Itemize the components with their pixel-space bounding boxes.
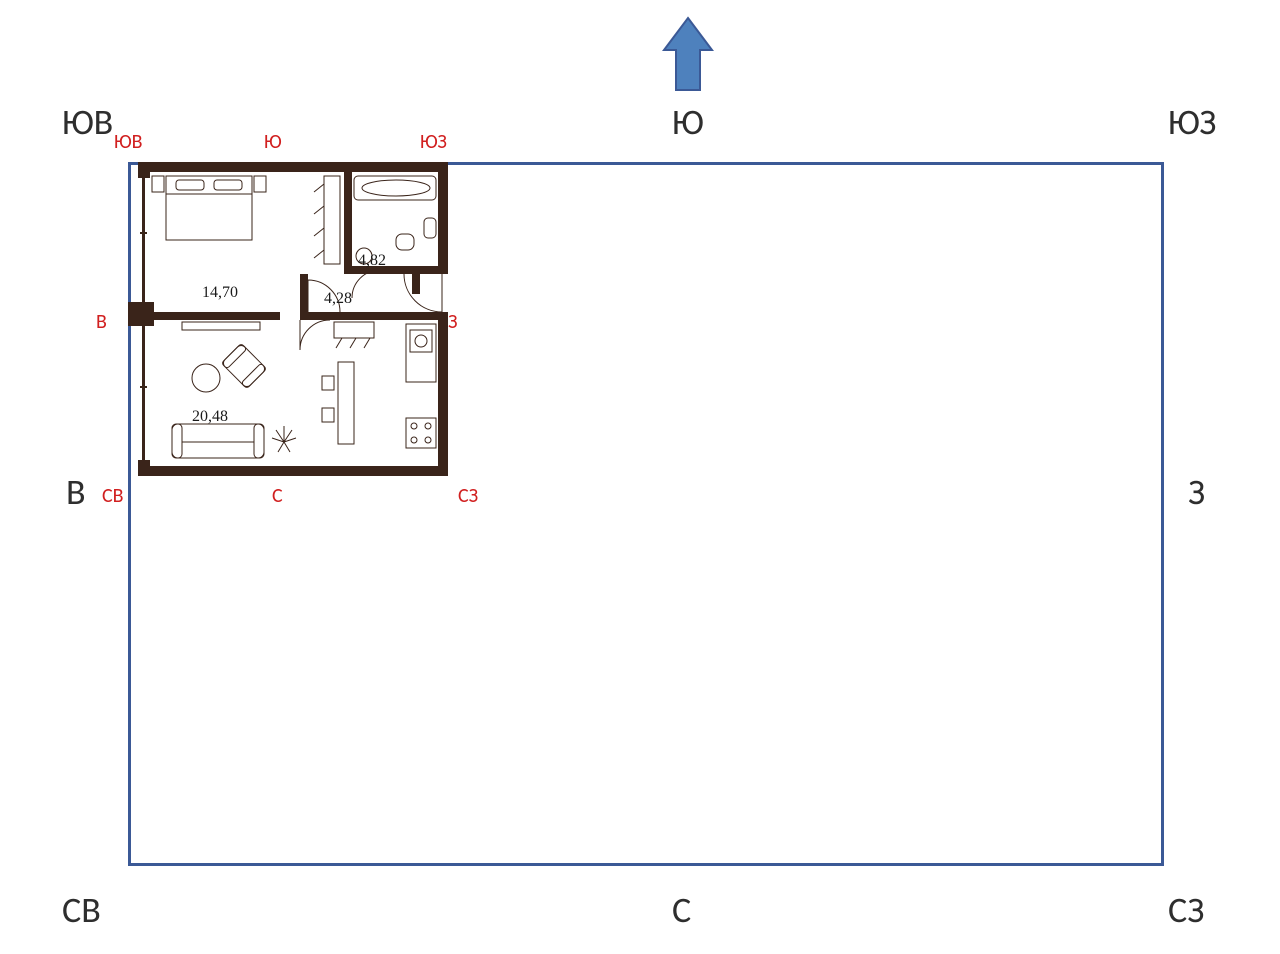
outer-label-s: С	[672, 888, 691, 932]
outer-label-yuz: ЮЗ	[1168, 100, 1216, 144]
inner-label-sv: СВ	[102, 484, 124, 508]
inner-label-yuz: ЮЗ	[420, 130, 447, 154]
inner-label-z: З	[448, 310, 457, 334]
hall-area: 4,28	[324, 290, 352, 308]
inner-label-sz: СЗ	[458, 484, 478, 508]
living-area: 20,48	[192, 408, 228, 426]
outer-label-yuv: ЮВ	[62, 100, 113, 144]
outer-label-yu: Ю	[672, 100, 704, 144]
outer-label-v: В	[66, 470, 86, 514]
inner-label-v: В	[96, 310, 107, 334]
apartment-floorplan: 14,70 4,82 4,28 20,48	[128, 162, 448, 476]
inner-label-yu: Ю	[264, 130, 282, 154]
bath-area: 4,82	[358, 252, 386, 270]
bedroom-area: 14,70	[202, 284, 238, 302]
outer-label-sv: СВ	[62, 888, 101, 932]
north-arrow-icon	[660, 16, 716, 94]
inner-label-yuv: ЮВ	[114, 130, 142, 154]
outer-label-sz: СЗ	[1168, 888, 1204, 932]
outer-label-z: З	[1188, 470, 1205, 514]
inner-label-s: С	[272, 484, 283, 508]
